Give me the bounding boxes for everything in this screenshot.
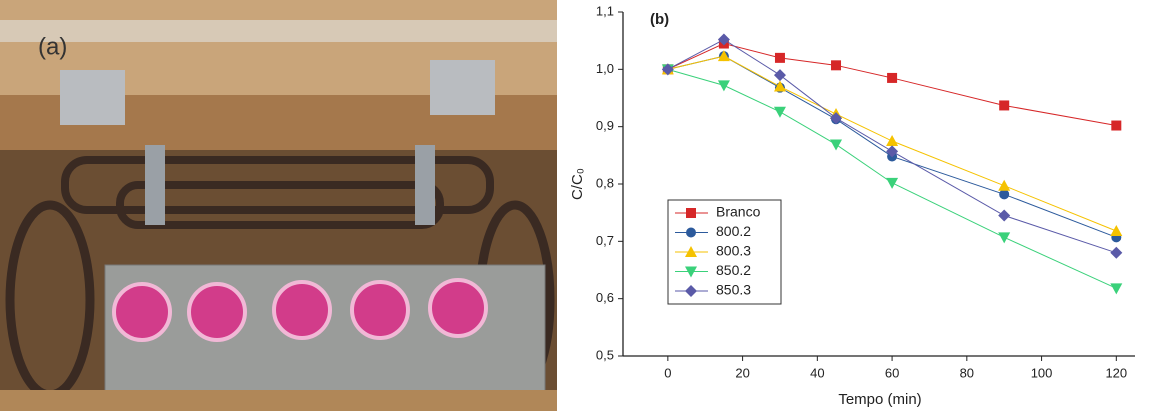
marker <box>661 63 674 76</box>
sample-cup <box>428 278 488 338</box>
sample-cup <box>112 282 172 342</box>
y-tick-label: 0,5 <box>596 347 614 362</box>
legend-label: Branco <box>716 204 761 220</box>
marker <box>886 177 899 189</box>
marker <box>685 246 697 257</box>
x-tick-label: 40 <box>810 365 824 380</box>
sample-cup <box>187 282 247 342</box>
marker <box>886 145 899 158</box>
y-tick-label: 0,7 <box>596 233 614 248</box>
y-tick-label: 0,8 <box>596 175 614 190</box>
marker <box>686 208 696 218</box>
marker <box>774 52 785 63</box>
marker <box>830 139 843 151</box>
photo: (a) <box>0 0 557 411</box>
marker <box>717 80 730 92</box>
marker <box>887 72 898 83</box>
marker <box>998 179 1011 191</box>
legend-label: 800.2 <box>716 223 751 239</box>
marker <box>686 227 696 238</box>
y-tick-label: 1,1 <box>596 3 614 18</box>
sample-cup <box>350 280 410 340</box>
legend-label: 850.3 <box>716 282 751 298</box>
clamp <box>415 145 435 225</box>
marker <box>886 135 899 146</box>
marker <box>717 33 730 46</box>
x-tick-label: 60 <box>885 365 899 380</box>
x-axis-label: Tempo (min) <box>838 391 921 408</box>
tray <box>104 264 546 401</box>
marker <box>717 50 730 62</box>
chart-title: (b) <box>650 11 669 28</box>
x-tick-label: 0 <box>664 365 671 380</box>
sample-cup <box>272 280 332 340</box>
x-tick-label: 20 <box>735 365 749 380</box>
y-tick-label: 0,6 <box>596 290 614 305</box>
coil <box>61 156 494 214</box>
marker <box>1111 120 1122 131</box>
marker <box>685 266 697 278</box>
marker <box>1110 283 1123 295</box>
x-tick-label: 80 <box>960 365 974 380</box>
marker <box>998 232 1011 244</box>
y-tick-label: 1,0 <box>596 61 614 76</box>
lamp <box>0 20 557 42</box>
panel-label: (a) <box>38 33 67 60</box>
marker <box>1110 246 1123 259</box>
marker <box>831 60 842 71</box>
marker <box>685 285 697 297</box>
legend-label: 800.3 <box>716 243 751 259</box>
coil <box>116 181 444 229</box>
marker <box>830 112 843 125</box>
x-tick-label: 100 <box>1031 365 1053 380</box>
y-tick-label: 0,9 <box>596 118 614 133</box>
series-line <box>667 43 1117 127</box>
y-axis-label: C/C₀ <box>569 168 586 200</box>
marker <box>1110 225 1123 237</box>
marker <box>999 100 1010 111</box>
clamp <box>145 145 165 225</box>
hinge <box>430 60 495 115</box>
marker <box>773 69 786 82</box>
front-wall <box>0 390 557 411</box>
x-tick-label: 120 <box>1105 365 1127 380</box>
marker <box>773 106 786 118</box>
marker <box>773 80 786 92</box>
legend-label: 850.2 <box>716 262 751 278</box>
marker <box>999 189 1010 200</box>
hinge <box>60 70 125 125</box>
marker <box>998 209 1011 222</box>
